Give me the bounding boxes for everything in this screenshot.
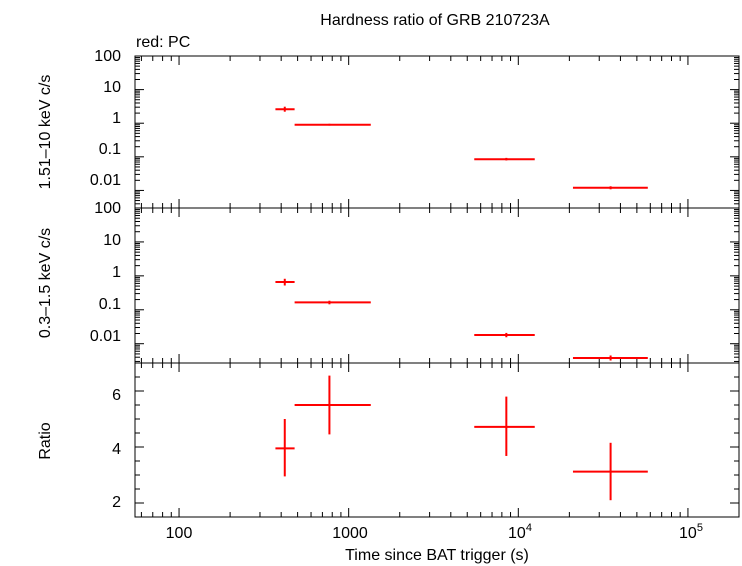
top-y-tick-label: 10: [103, 79, 121, 96]
top-panel-ylabel: 1.51–10 keV c/s: [37, 75, 54, 190]
x-tick-label-1e4-exponent: 4: [526, 522, 532, 534]
x-tick-label-1e5-base: 10: [679, 525, 697, 542]
middle-y-tick-label: 0.1: [99, 296, 121, 313]
panel-frame: [134, 207, 740, 364]
middle-y-tick-label: 10: [103, 232, 121, 249]
x-tick-label-100: 100: [166, 525, 193, 542]
x-tick-label-1e4: 104: [508, 522, 532, 542]
panel-frame: [134, 362, 740, 518]
bottom-y-tick-label: 6: [112, 387, 121, 404]
bottom-y-tick-label: 4: [112, 441, 121, 458]
top-y-tick-label: 0.1: [99, 141, 121, 158]
x-tick-label-1000: 1000: [332, 525, 368, 542]
top-y-tick-label: 100: [94, 48, 121, 65]
x-axis-label: Time since BAT trigger (s): [345, 547, 529, 564]
plot-panels: [134, 55, 740, 518]
middle-y-tick-label: 1: [112, 264, 121, 281]
x-tick-label-1e5-exponent: 5: [697, 522, 703, 534]
x-tick-label-1e4-base: 10: [508, 525, 526, 542]
middle-panel-ylabel: 0.3–1.5 keV c/s: [37, 228, 54, 338]
panel-frame: [134, 55, 740, 209]
legend-annotation: red: PC: [136, 34, 190, 51]
bottom-y-tick-label: 2: [112, 494, 121, 511]
chart-title: Hardness ratio of GRB 210723A: [320, 12, 550, 29]
top-y-tick-label: 1: [112, 110, 121, 127]
x-tick-label-1e5: 105: [679, 522, 703, 542]
bottom-panel-ylabel: Ratio: [37, 422, 54, 459]
middle-y-tick-label: 100: [94, 200, 121, 217]
top-y-tick-label: 0.01: [90, 172, 121, 189]
middle-y-tick-label: 0.01: [90, 328, 121, 345]
